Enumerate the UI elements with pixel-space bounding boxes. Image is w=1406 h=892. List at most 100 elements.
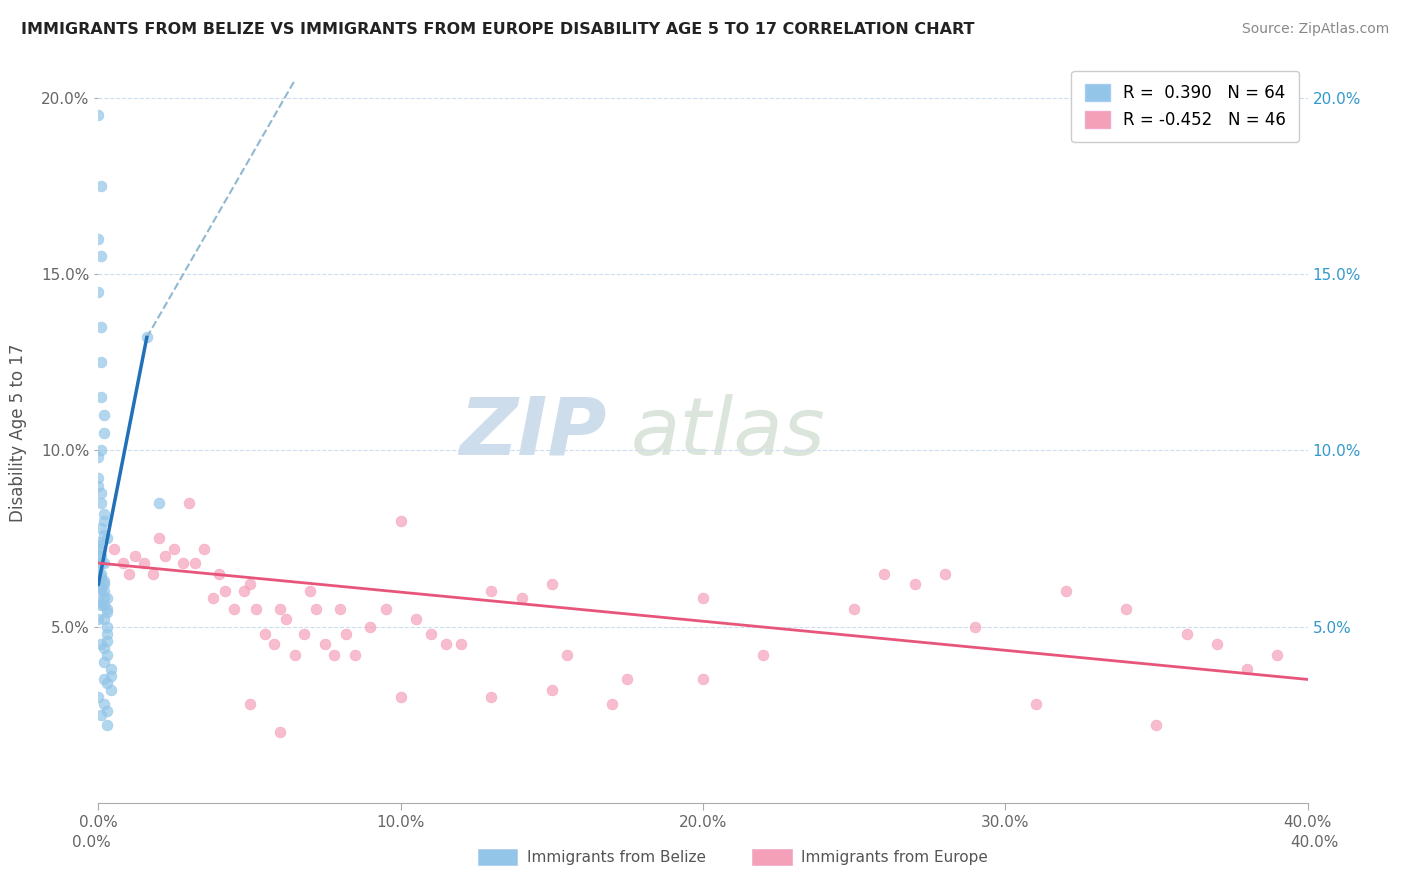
Point: [292, 626, 315, 640]
Point: [434, 637, 457, 651]
Text: Immigrants from Europe: Immigrants from Europe: [801, 850, 988, 864]
Text: atlas: atlas: [630, 393, 825, 472]
Point: [844, 602, 866, 616]
Point: [93, 655, 115, 669]
Point: [202, 591, 225, 606]
Point: [87, 471, 110, 485]
Point: [389, 514, 412, 528]
Point: [90, 556, 112, 570]
Point: [118, 566, 141, 581]
Point: [263, 637, 285, 651]
Point: [93, 408, 115, 422]
Point: [90, 355, 112, 369]
Point: [100, 683, 122, 698]
Point: [374, 602, 396, 616]
Text: IMMIGRANTS FROM BELIZE VS IMMIGRANTS FROM EUROPE DISABILITY AGE 5 TO 17 CORRELAT: IMMIGRANTS FROM BELIZE VS IMMIGRANTS FRO…: [21, 22, 974, 37]
Point: [87, 232, 110, 246]
Text: 40.0%: 40.0%: [1291, 836, 1339, 850]
Point: [87, 538, 110, 552]
Point: [135, 330, 157, 344]
Point: [1267, 648, 1289, 662]
Point: [111, 556, 134, 570]
Point: [148, 496, 170, 510]
Point: [344, 648, 367, 662]
Point: [90, 566, 112, 581]
Point: [239, 577, 262, 591]
Point: [90, 707, 112, 722]
Point: [87, 478, 110, 492]
Point: [172, 556, 194, 570]
Text: Source: ZipAtlas.com: Source: ZipAtlas.com: [1241, 22, 1389, 37]
Point: [87, 690, 110, 704]
Point: [100, 669, 122, 683]
Point: [96, 626, 118, 640]
Point: [90, 390, 112, 404]
Point: [360, 619, 382, 633]
Point: [87, 535, 110, 549]
Point: [232, 584, 254, 599]
Point: [1115, 602, 1137, 616]
Point: [96, 718, 118, 732]
Point: [90, 496, 112, 510]
Point: [540, 577, 562, 591]
Point: [93, 507, 115, 521]
Point: [103, 541, 125, 556]
Point: [540, 683, 562, 698]
Point: [904, 577, 927, 591]
Point: [1024, 697, 1046, 711]
Point: [184, 556, 207, 570]
Point: [179, 496, 201, 510]
Point: [305, 602, 328, 616]
Point: [314, 637, 336, 651]
Point: [87, 563, 110, 577]
Point: [93, 425, 115, 440]
Point: [93, 577, 115, 591]
Point: [93, 514, 115, 528]
Point: [93, 584, 115, 599]
Point: [87, 450, 110, 465]
Point: [450, 637, 472, 651]
Point: [481, 584, 503, 599]
Point: [193, 541, 215, 556]
Point: [1206, 637, 1229, 651]
Point: [87, 541, 110, 556]
Point: [93, 640, 115, 655]
Point: [96, 532, 118, 546]
Point: [269, 725, 291, 739]
Point: [96, 591, 118, 606]
Point: [692, 591, 714, 606]
Point: [90, 178, 112, 193]
Point: [510, 591, 533, 606]
Point: [616, 673, 638, 687]
Point: [934, 566, 956, 581]
Point: [253, 626, 276, 640]
Point: [87, 612, 110, 626]
Point: [752, 648, 775, 662]
Point: [269, 602, 291, 616]
Legend: R =  0.390   N = 64, R = -0.452   N = 46: R = 0.390 N = 64, R = -0.452 N = 46: [1071, 70, 1299, 142]
Point: [87, 285, 110, 299]
Point: [96, 704, 118, 718]
Point: [90, 637, 112, 651]
Point: [124, 549, 146, 563]
Y-axis label: Disability Age 5 to 17: Disability Age 5 to 17: [8, 343, 27, 522]
Text: ZIP: ZIP: [458, 393, 606, 472]
Text: 0.0%: 0.0%: [72, 836, 111, 850]
Point: [284, 648, 307, 662]
Point: [90, 249, 112, 263]
Point: [87, 549, 110, 563]
Point: [1236, 662, 1258, 676]
Point: [87, 595, 110, 609]
Point: [96, 606, 118, 620]
Point: [208, 566, 231, 581]
Point: [142, 566, 165, 581]
Point: [132, 556, 155, 570]
Point: [93, 591, 115, 606]
Point: [274, 612, 297, 626]
Point: [245, 602, 267, 616]
FancyBboxPatch shape: [478, 849, 517, 865]
Point: [93, 528, 115, 542]
Point: [96, 633, 118, 648]
Point: [100, 662, 122, 676]
Point: [1054, 584, 1077, 599]
